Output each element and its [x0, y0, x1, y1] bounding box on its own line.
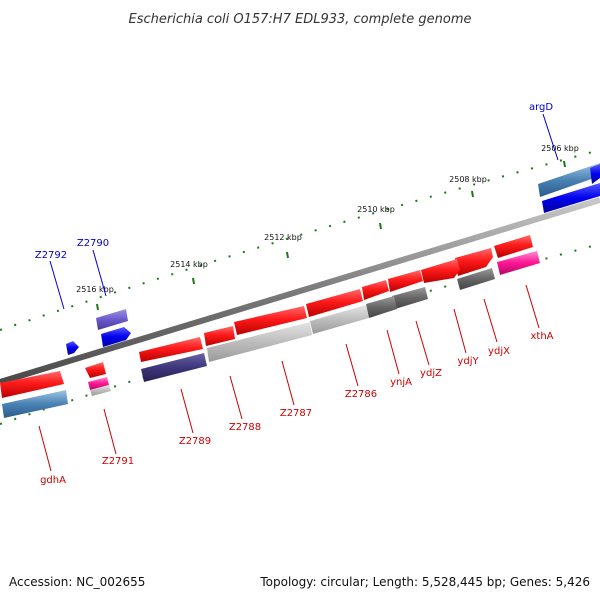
feature-xthA-red: [494, 235, 533, 258]
reverse-features: [0, 235, 540, 418]
feature-ynjA-gray: [366, 296, 397, 318]
feature-Z2791-pink: [88, 377, 109, 390]
kbp-label: 2512 kbp: [264, 233, 302, 242]
gene-label-Z2792[interactable]: Z2792: [35, 250, 67, 261]
genome-backbone: [0, 197, 600, 385]
gene-label-ydjY[interactable]: ydjY: [457, 356, 479, 367]
major-tick: [379, 222, 382, 230]
feature-Z2791-gray: [90, 385, 111, 396]
feature-argD: [538, 163, 600, 197]
kbp-label: 2508 kbp: [449, 175, 487, 184]
kbp-label: 2516 kbp: [76, 285, 114, 294]
feature-Z2791: [85, 362, 106, 378]
feature-Z2786: [306, 289, 363, 317]
feature-Z2790: [96, 309, 128, 330]
gene-label-argD[interactable]: argD: [529, 102, 553, 113]
genome-summary-text: Topology: circular; Length: 5,528,445 bp…: [259, 575, 590, 589]
leader-Z2789: [180, 388, 194, 434]
gene-label-ydjZ[interactable]: ydjZ: [420, 368, 442, 379]
leader-argD: [542, 113, 559, 161]
feature-Z2787-gray: [207, 322, 312, 362]
feature-ydjX-gray: [457, 268, 495, 290]
leader-Z2787: [281, 360, 295, 406]
gene-label-Z2788[interactable]: Z2788: [229, 422, 261, 433]
feature-gdhA: [0, 371, 64, 398]
accession-text: Accession: NC_002655: [9, 575, 145, 589]
gene-label-gdhA[interactable]: gdhA: [40, 475, 66, 486]
kbp-label: 2506 kbp: [541, 144, 579, 153]
leader-Z2786: [345, 343, 359, 387]
gene-label-Z2789[interactable]: Z2789: [179, 436, 211, 447]
forward-leaders: [49, 113, 559, 310]
major-tick: [286, 251, 289, 259]
feature-forward-blue: [542, 183, 600, 213]
feature-Z2787: [234, 306, 307, 335]
leader-Z2791: [103, 408, 117, 455]
feature-ydjZ-gray: [392, 287, 428, 309]
leader-Z2792: [49, 260, 65, 310]
leader-xthA: [525, 284, 540, 329]
gene-label-ydjX[interactable]: ydjX: [488, 346, 510, 357]
gene-label-Z2787[interactable]: Z2787: [280, 408, 312, 419]
feature-Z2789-navy: [141, 353, 207, 382]
feature-ynjA: [362, 280, 389, 300]
leader-ydjX: [483, 298, 498, 343]
gene-label-ynjA[interactable]: ynjA: [390, 377, 412, 388]
kbp-label: 2514 kbp: [170, 260, 208, 269]
leader-ydjY: [453, 308, 467, 354]
feature-argD-upper: [590, 164, 600, 184]
leader-ynjA: [386, 329, 400, 375]
leader-ydjZ: [415, 320, 430, 366]
feature-Z2788: [204, 326, 235, 346]
major-tick: [192, 277, 195, 285]
leader-gdhA: [38, 425, 52, 472]
major-tick: [471, 190, 474, 198]
reverse-labels: gdhA Z2791 Z2789 Z2788 Z2787 Z2786 ynjA …: [40, 331, 554, 486]
feature-Z2786-gray: [310, 305, 369, 334]
feature-gdhA-steel: [2, 390, 68, 418]
forward-features: [66, 163, 600, 355]
gene-label-xthA[interactable]: xthA: [530, 331, 553, 342]
feature-Z2792: [66, 341, 79, 355]
major-tick: [96, 303, 99, 311]
feature-ydjY: [421, 259, 460, 283]
forward-labels: argD Z2790 Z2792: [35, 102, 554, 261]
major-ticks: [96, 160, 566, 311]
genome-title: Escherichia coli O157:H7 EDL933, complet…: [129, 12, 472, 27]
feature-xthA: [497, 251, 540, 275]
gene-label-Z2790[interactable]: Z2790: [77, 238, 109, 249]
leader-Z2788: [229, 375, 243, 420]
feature-ydjZ: [388, 270, 423, 292]
reverse-leaders: [38, 284, 540, 472]
major-tick: [563, 160, 566, 168]
leader-Z2790: [92, 249, 107, 297]
kbp-label: 2510 kbp: [357, 205, 395, 214]
feature-Z2789: [139, 337, 203, 362]
gene-label-Z2786[interactable]: Z2786: [345, 389, 377, 400]
gene-label-Z2791[interactable]: Z2791: [102, 456, 134, 467]
feature-ydjX: [455, 248, 493, 276]
feature-Z2790-arrow: [101, 327, 131, 347]
